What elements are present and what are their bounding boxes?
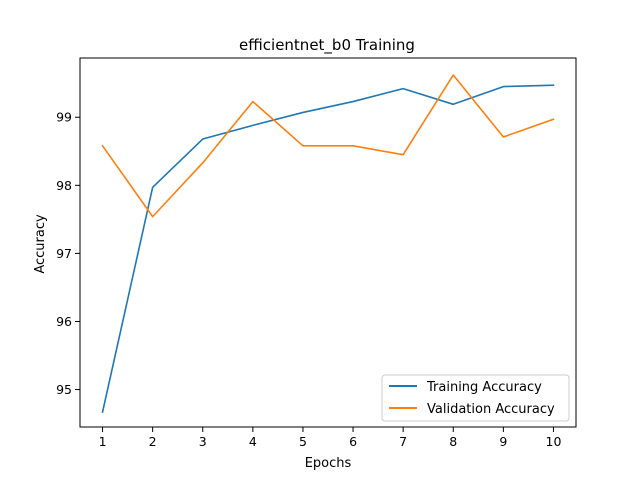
- x-tick-label: 9: [499, 434, 507, 449]
- x-axis-label: Epochs: [305, 456, 352, 471]
- y-tick-label: 97: [56, 246, 72, 261]
- legend: Training Accuracy Validation Accuracy: [381, 374, 570, 422]
- y-tick-label: 96: [56, 314, 72, 329]
- x-tick-label: 2: [149, 434, 157, 449]
- x-tick-label: 5: [299, 434, 307, 449]
- axes-frame: [79, 57, 577, 428]
- x-tick-label: 7: [399, 434, 407, 449]
- y-axis-label: Accuracy: [33, 214, 48, 274]
- series-line-training: [101, 84, 555, 413]
- legend-label-validation: Validation Accuracy: [427, 402, 555, 417]
- y-tick-label: 95: [56, 382, 72, 397]
- x-tick-label: 3: [199, 434, 207, 449]
- y-tick-label: 98: [56, 178, 72, 193]
- x-tick-label: 6: [349, 434, 357, 449]
- x-tick-label: 4: [249, 434, 257, 449]
- chart-title: efficientnet_b0 Training: [239, 36, 415, 55]
- x-tick-label: 8: [449, 434, 457, 449]
- y-tick-label: 99: [56, 110, 72, 125]
- x-tick-label: 10: [546, 434, 562, 449]
- x-tick-label: 1: [99, 434, 107, 449]
- plot-area: 1 2 3 4 5 6 7 8 9 10 95 96 97 98 99: [56, 57, 577, 449]
- series-line-validation: [101, 74, 555, 218]
- legend-box: [381, 374, 570, 422]
- legend-label-training: Training Accuracy: [426, 380, 542, 395]
